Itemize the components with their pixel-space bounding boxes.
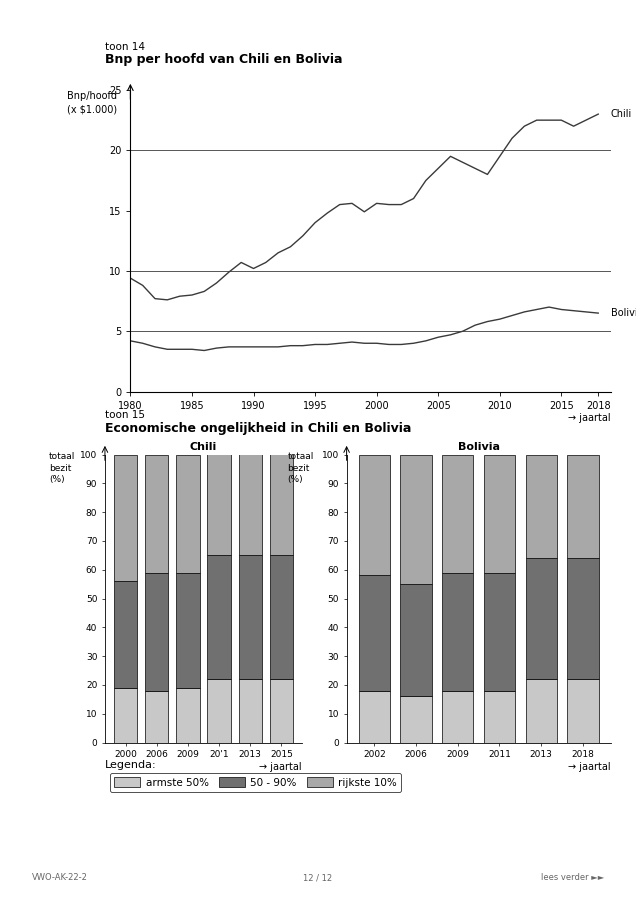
Title: Bolivia: Bolivia bbox=[457, 442, 500, 453]
Text: (x $1.000): (x $1.000) bbox=[67, 104, 117, 114]
Bar bbox=[145, 454, 169, 572]
Bar bbox=[207, 454, 231, 555]
Bar bbox=[400, 697, 432, 742]
Bar bbox=[270, 454, 293, 555]
Bar bbox=[114, 688, 137, 742]
Bar bbox=[484, 690, 515, 742]
Bar bbox=[176, 454, 200, 572]
Bar bbox=[442, 690, 473, 742]
Bar bbox=[359, 690, 390, 742]
Legend: armste 50%, 50 - 90%, rijkste 10%: armste 50%, 50 - 90%, rijkste 10% bbox=[110, 772, 401, 792]
Bar bbox=[484, 454, 515, 572]
Text: totaal: totaal bbox=[49, 452, 75, 461]
Bar bbox=[145, 572, 169, 690]
Text: lees verder ►►: lees verder ►► bbox=[541, 873, 604, 882]
Text: Chili: Chili bbox=[611, 109, 632, 119]
Text: toon 15: toon 15 bbox=[105, 410, 145, 420]
Bar bbox=[207, 555, 231, 680]
Bar bbox=[400, 454, 432, 584]
Bar bbox=[442, 454, 473, 572]
Text: bezit: bezit bbox=[287, 464, 310, 472]
Bar bbox=[359, 575, 390, 690]
Text: Legenda:: Legenda: bbox=[105, 760, 156, 770]
Bar bbox=[114, 581, 137, 688]
X-axis label: → jaartal: → jaartal bbox=[259, 762, 302, 772]
Text: Bnp per hoofd van Chili en Bolivia: Bnp per hoofd van Chili en Bolivia bbox=[105, 53, 342, 66]
Text: Bnp/hoofd: Bnp/hoofd bbox=[67, 91, 117, 101]
Text: (%): (%) bbox=[49, 475, 65, 484]
Bar bbox=[238, 454, 262, 555]
Bar bbox=[145, 690, 169, 742]
Bar bbox=[525, 680, 557, 742]
X-axis label: → jaartal: → jaartal bbox=[568, 762, 611, 772]
Bar bbox=[359, 454, 390, 575]
Bar bbox=[400, 584, 432, 697]
Bar bbox=[176, 688, 200, 742]
Bar bbox=[525, 454, 557, 558]
Bar bbox=[567, 680, 598, 742]
Bar bbox=[114, 454, 137, 581]
Text: (%): (%) bbox=[287, 475, 303, 484]
Bar bbox=[484, 572, 515, 690]
Bar bbox=[207, 680, 231, 742]
Text: Bolivia: Bolivia bbox=[611, 308, 636, 318]
X-axis label: → jaartal: → jaartal bbox=[568, 413, 611, 423]
Text: 12 / 12: 12 / 12 bbox=[303, 873, 333, 882]
Title: Chili: Chili bbox=[190, 442, 217, 453]
Text: VWO-AK-22-2: VWO-AK-22-2 bbox=[32, 873, 88, 882]
Text: totaal: totaal bbox=[287, 452, 314, 461]
Bar bbox=[270, 555, 293, 680]
Bar bbox=[442, 572, 473, 690]
Bar bbox=[238, 680, 262, 742]
Text: toon 14: toon 14 bbox=[105, 41, 145, 51]
Bar bbox=[238, 555, 262, 680]
Bar bbox=[567, 454, 598, 558]
Bar bbox=[567, 558, 598, 680]
Text: Economische ongelijkheid in Chili en Bolivia: Economische ongelijkheid in Chili en Bol… bbox=[105, 422, 411, 435]
Bar bbox=[270, 680, 293, 742]
Text: bezit: bezit bbox=[49, 464, 71, 472]
Bar bbox=[176, 572, 200, 688]
Bar bbox=[525, 558, 557, 680]
